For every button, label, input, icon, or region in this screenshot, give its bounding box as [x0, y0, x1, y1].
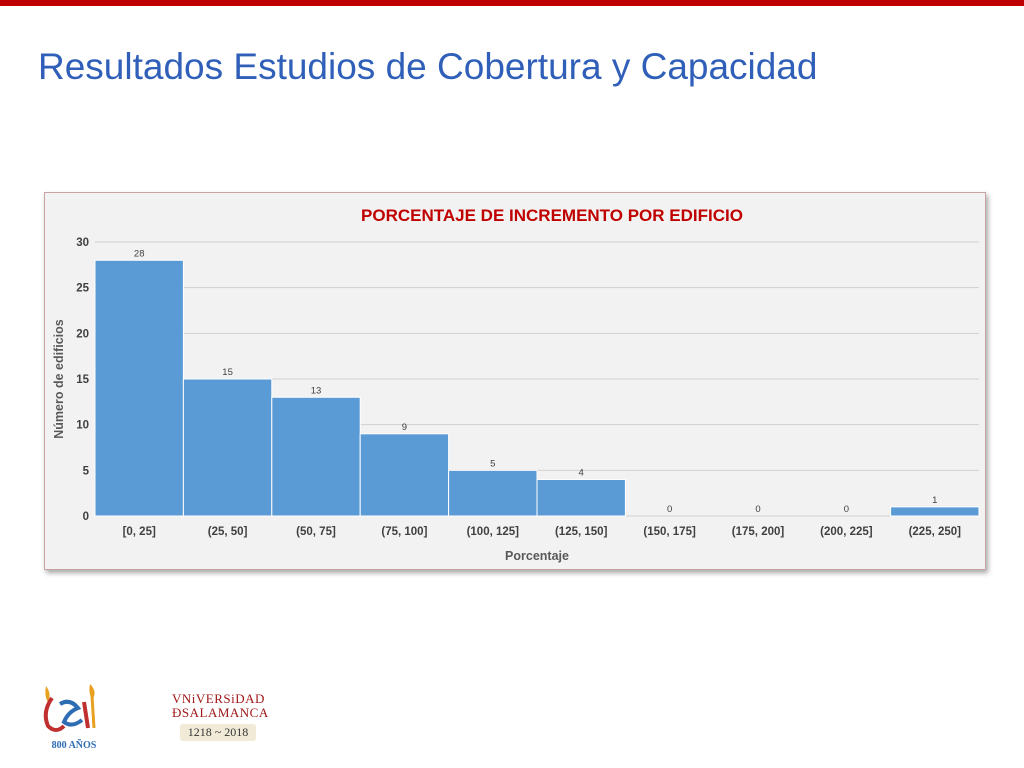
top-accent-bar	[0, 0, 1024, 6]
data-label: 0	[667, 504, 672, 515]
data-label: 28	[134, 248, 145, 259]
y-tick-label: 25	[76, 283, 89, 295]
histogram-chart: PORCENTAJE DE INCREMENTO POR EDIFICIO 0 5 1…	[52, 206, 980, 563]
universidad-de-salamanca-logo-icon: VNiVERSiDAD ÐSALAMANCA 1218 ~ 2018	[172, 691, 269, 741]
bar	[448, 469, 538, 517]
data-label: 9	[402, 422, 407, 433]
data-label: 4	[579, 467, 584, 478]
chart-container: PORCENTAJE DE INCREMENTO POR EDIFICIO 0 5 1…	[44, 192, 986, 570]
bar	[359, 433, 450, 517]
bar	[271, 396, 361, 517]
x-category-label: (225, 250]	[909, 526, 962, 538]
university-years-badge: 1218 ~ 2018	[179, 724, 257, 741]
y-tick-label: 30	[76, 237, 89, 249]
x-category-label: (175, 200]	[732, 526, 785, 538]
slide-title: Resultados Estudios de Cobertura y Capac…	[38, 46, 818, 87]
x-category-label: (100, 125]	[467, 526, 520, 538]
bar	[182, 378, 273, 517]
data-label: 0	[844, 504, 849, 515]
data-label: 13	[311, 385, 322, 396]
x-category-label: (75, 100]	[381, 526, 427, 538]
x-category-label: (200, 225]	[820, 526, 873, 538]
data-label: 15	[222, 367, 233, 378]
y-tick-label: 0	[83, 511, 89, 523]
usal-800-anos-logo-icon: 800 AÑOS	[43, 684, 97, 751]
y-axis-title: Número de edificios	[52, 319, 66, 439]
x-category-label: (125, 150]	[555, 526, 608, 538]
x-category-label: (50, 75]	[296, 526, 336, 538]
x-category-label: (25, 50]	[208, 526, 248, 538]
data-label: 0	[755, 504, 760, 515]
university-name-line2: ÐSALAMANCA	[172, 705, 269, 720]
bar	[94, 259, 184, 517]
data-label: 5	[490, 458, 495, 469]
x-category-label: (150, 175]	[643, 526, 696, 538]
y-tick-label: 10	[76, 420, 89, 432]
university-name-line1: VNiVERSiDAD	[172, 691, 265, 706]
y-tick-label: 15	[76, 374, 89, 386]
data-label: 1	[932, 495, 937, 506]
bar	[890, 506, 980, 517]
x-category-label: [0, 25]	[123, 526, 156, 538]
x-axis-title: Porcentaje	[505, 549, 569, 563]
chart-title: PORCENTAJE DE INCREMENTO POR EDIFICIO	[361, 206, 743, 225]
bar	[536, 478, 626, 517]
anniversary-sub-text: 800 AÑOS	[52, 739, 97, 751]
y-tick-label: 5	[83, 465, 90, 477]
y-tick-label: 20	[76, 328, 89, 340]
